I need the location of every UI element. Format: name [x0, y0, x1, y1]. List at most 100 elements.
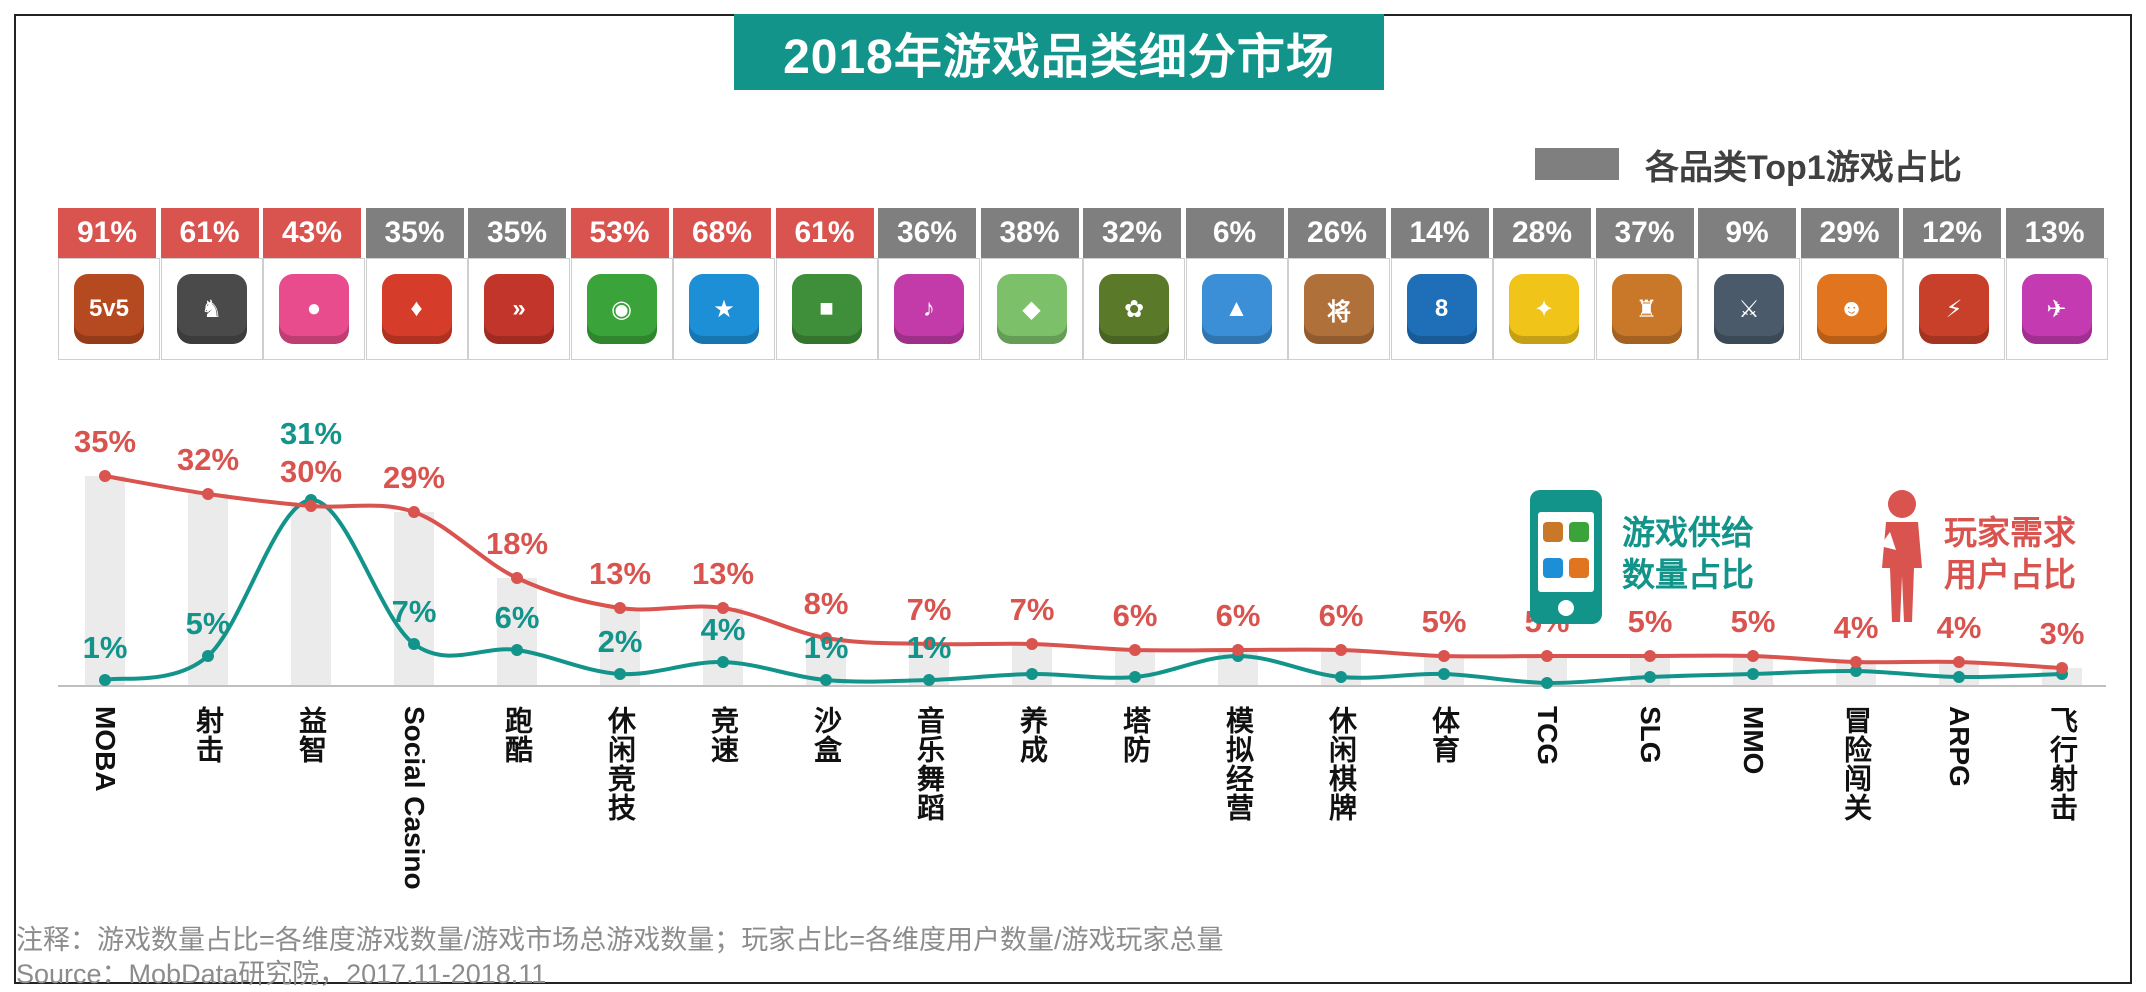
supply-point [511, 644, 523, 656]
demand-data-label: 4% [1834, 610, 1879, 645]
supply-data-label: 5% [186, 606, 231, 641]
demand-point [1335, 644, 1347, 656]
top1-game-icon-cell: ✿ [1083, 258, 1185, 360]
happy-elimination-icon: ● [279, 274, 349, 344]
demand-data-label: 4% [1937, 610, 1982, 645]
demand-point [99, 470, 111, 482]
top1-percent-cell: 6% [1185, 208, 1286, 258]
plants-vs-zombies-icon: ✿ [1099, 274, 1169, 344]
supply-point [820, 674, 832, 686]
category-label: 竞速 [708, 706, 739, 764]
supply-data-label: 6% [495, 600, 540, 635]
top1-percent-cell: 35% [365, 208, 466, 258]
top1-percent-cell: 91% [58, 208, 158, 258]
supply-point [1541, 677, 1553, 689]
footnote: 注释：游戏数量占比=各维度游戏数量/游戏市场总游戏数量；玩家占比=各维度用户数量… [16, 925, 1224, 955]
supply-data-label: 1% [907, 630, 952, 665]
pubg-mobile-icon: ♞ [176, 274, 247, 344]
supply-legend-label: 游戏供给数量占比 [1622, 514, 1754, 593]
honor-of-kings-icon: 5v5 [74, 274, 144, 344]
top1-game-icon-cell: 5v5 [58, 258, 160, 360]
demand-data-label: 8% [804, 586, 849, 621]
category-label: 塔防 [1120, 706, 1151, 764]
demand-data-label: 5% [1422, 604, 1467, 639]
demand-data-label: 18% [486, 526, 548, 561]
top1-percent-cell: 43% [263, 208, 363, 258]
demand-data-label: 5% [1731, 604, 1776, 639]
demand-bar [497, 578, 537, 686]
category-label: 飞行射击 [2047, 706, 2078, 822]
demand-series-line [104, 474, 2063, 670]
demand-legend-label: 玩家需求用户占比 [1944, 514, 2076, 593]
demand-data-label: 3% [2040, 616, 2085, 651]
top1-game-icon-cell: ⚔ [1698, 258, 1800, 360]
supply-point [923, 674, 935, 686]
demand-point [1953, 656, 1965, 668]
demand-data-label: 29% [383, 460, 445, 495]
pumpkin-adventure-icon: ☻ [1816, 274, 1887, 344]
demand-point [1129, 644, 1141, 656]
subway-surfers-icon: » [484, 274, 554, 344]
category-label: 体育 [1429, 706, 1460, 764]
top1-percent-cell: 37% [1595, 208, 1696, 258]
category-label: SLG [1635, 706, 1666, 764]
demand-data-label: 6% [1113, 598, 1158, 633]
supply-data-label: 2% [598, 624, 643, 659]
hay-day-chicken-icon: ▲ [1201, 274, 1272, 344]
supply-data-label: 1% [804, 630, 849, 665]
demand-data-label: 7% [1010, 592, 1055, 627]
supply-point [1438, 668, 1450, 680]
green-monster-icon: ◉ [586, 274, 657, 344]
demand-data-label: 13% [692, 556, 754, 591]
mini-world-icon: ■ [791, 274, 862, 344]
category-label: 休闲竞技 [605, 706, 636, 822]
demand-point [1232, 644, 1244, 656]
supply-point [1129, 671, 1141, 683]
demand-point [820, 632, 832, 644]
demand-data-label: 7% [907, 592, 952, 627]
category-label: 休闲棋牌 [1326, 706, 1357, 822]
category-label: ARPG [1944, 706, 1975, 787]
top1-percent-cell: 29% [1800, 208, 1901, 258]
top1-game-icon-cell: ♞ [160, 258, 263, 360]
top1-percent-cell: 12% [1903, 208, 2003, 258]
top1-percent-cell: 26% [1288, 208, 1388, 258]
demand-point [1850, 656, 1862, 668]
demand-point [1438, 650, 1450, 662]
demand-data-label: 6% [1216, 598, 1261, 633]
card-game-icon: ✦ [1509, 274, 1579, 344]
top1-game-icon-cell: ◉ [570, 258, 673, 360]
dance-game-icon: ♪ [894, 274, 964, 344]
category-label: 养成 [1017, 706, 1048, 764]
supply-data-label: 4% [701, 612, 746, 647]
travel-frog-icon: ◆ [996, 274, 1067, 344]
chart-title: 2018年游戏品类细分市场 [734, 14, 1384, 90]
source-line: Source：MobData研究院，2017.11-2018.11 [16, 959, 547, 989]
top1-percent-cell: 35% [468, 208, 568, 258]
category-label: 音乐舞蹈 [914, 706, 945, 822]
category-label: 跑酷 [502, 706, 533, 764]
top1-game-icon-cell: ✈ [2005, 258, 2108, 360]
top1-percent-cell: 13% [2005, 208, 2106, 258]
supply-point [99, 674, 111, 686]
billiards-icon: 8 [1406, 274, 1477, 344]
demand-bar [394, 512, 434, 686]
top1-game-icon-cell: 8 [1390, 258, 1493, 360]
top1-game-icon-cell: » [468, 258, 570, 360]
top1-game-icon-cell: ✦ [1493, 258, 1595, 360]
supply-point [1335, 671, 1347, 683]
thunder-shooter-icon: ✈ [2021, 274, 2092, 344]
top1-percent-cell: 61% [775, 208, 876, 258]
demand-data-label: 35% [74, 424, 136, 459]
supply-point [1953, 671, 1965, 683]
top1-game-icon-cell: ★ [673, 258, 775, 360]
supply-point [408, 638, 420, 650]
top1-legend-swatch [1535, 148, 1619, 180]
chinese-chess-icon: 将 [1304, 274, 1374, 344]
demand-point [2056, 662, 2068, 674]
demand-point [305, 500, 317, 512]
demand-bar [291, 506, 331, 686]
supply-point [1026, 668, 1038, 680]
category-label: TCG [1532, 706, 1563, 766]
supply-point [717, 656, 729, 668]
